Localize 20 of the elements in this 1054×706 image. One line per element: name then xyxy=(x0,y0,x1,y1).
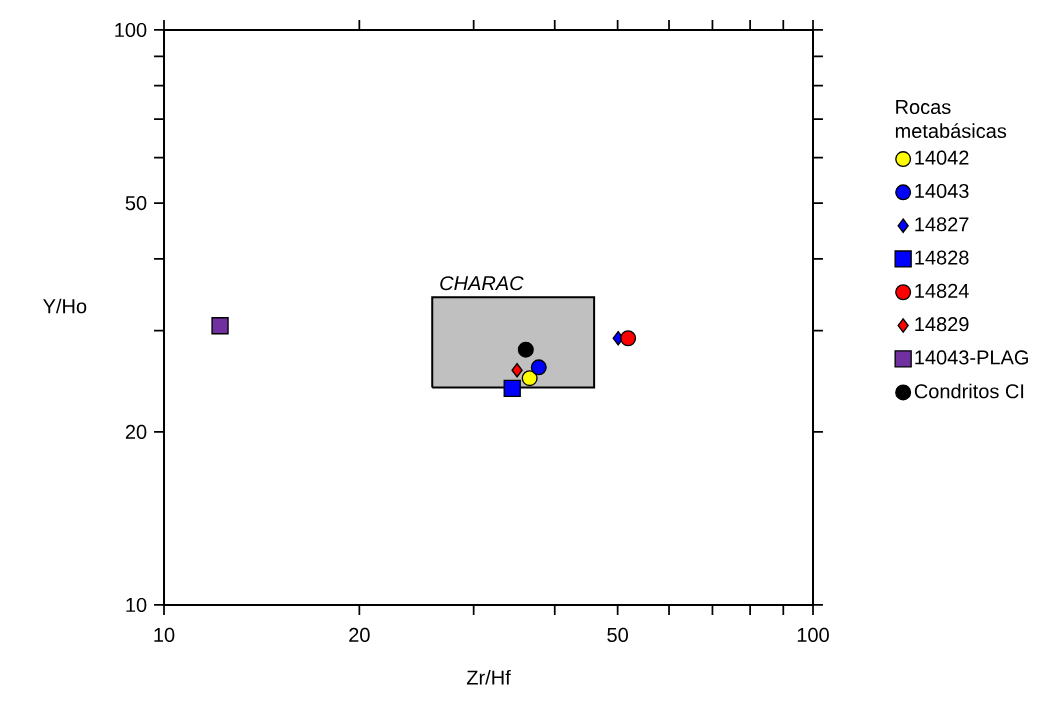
legend-label: Condritos CI xyxy=(914,383,1024,399)
y-tick-label: 20 xyxy=(125,424,147,439)
legend-label: 14829 xyxy=(915,317,969,332)
legend-label: 14827 xyxy=(915,217,969,232)
legend-label: 14043-PLAG xyxy=(915,350,1028,365)
legend-label: 14828 xyxy=(915,250,969,265)
legend-label: 14824 xyxy=(915,283,969,298)
x-axis-title: Zr/Hf xyxy=(466,669,511,685)
y-axis-title: Y/Ho xyxy=(43,298,87,314)
x-tick-label: 20 xyxy=(349,627,370,642)
series-label: CHARAC xyxy=(440,276,524,291)
y-tick-label: 50 xyxy=(125,196,147,211)
x-tick-label: 100 xyxy=(797,627,829,642)
x-tick-label: 50 xyxy=(607,627,628,642)
legend-label: 14043 xyxy=(915,183,969,199)
legend-title: Rocas metabásicas xyxy=(895,100,1007,139)
y-tick-label: 10 xyxy=(126,597,147,613)
y-tick-label: 100 xyxy=(115,22,147,38)
x-tick-label: 10 xyxy=(154,627,175,642)
legend-label: 14042 xyxy=(915,150,969,165)
